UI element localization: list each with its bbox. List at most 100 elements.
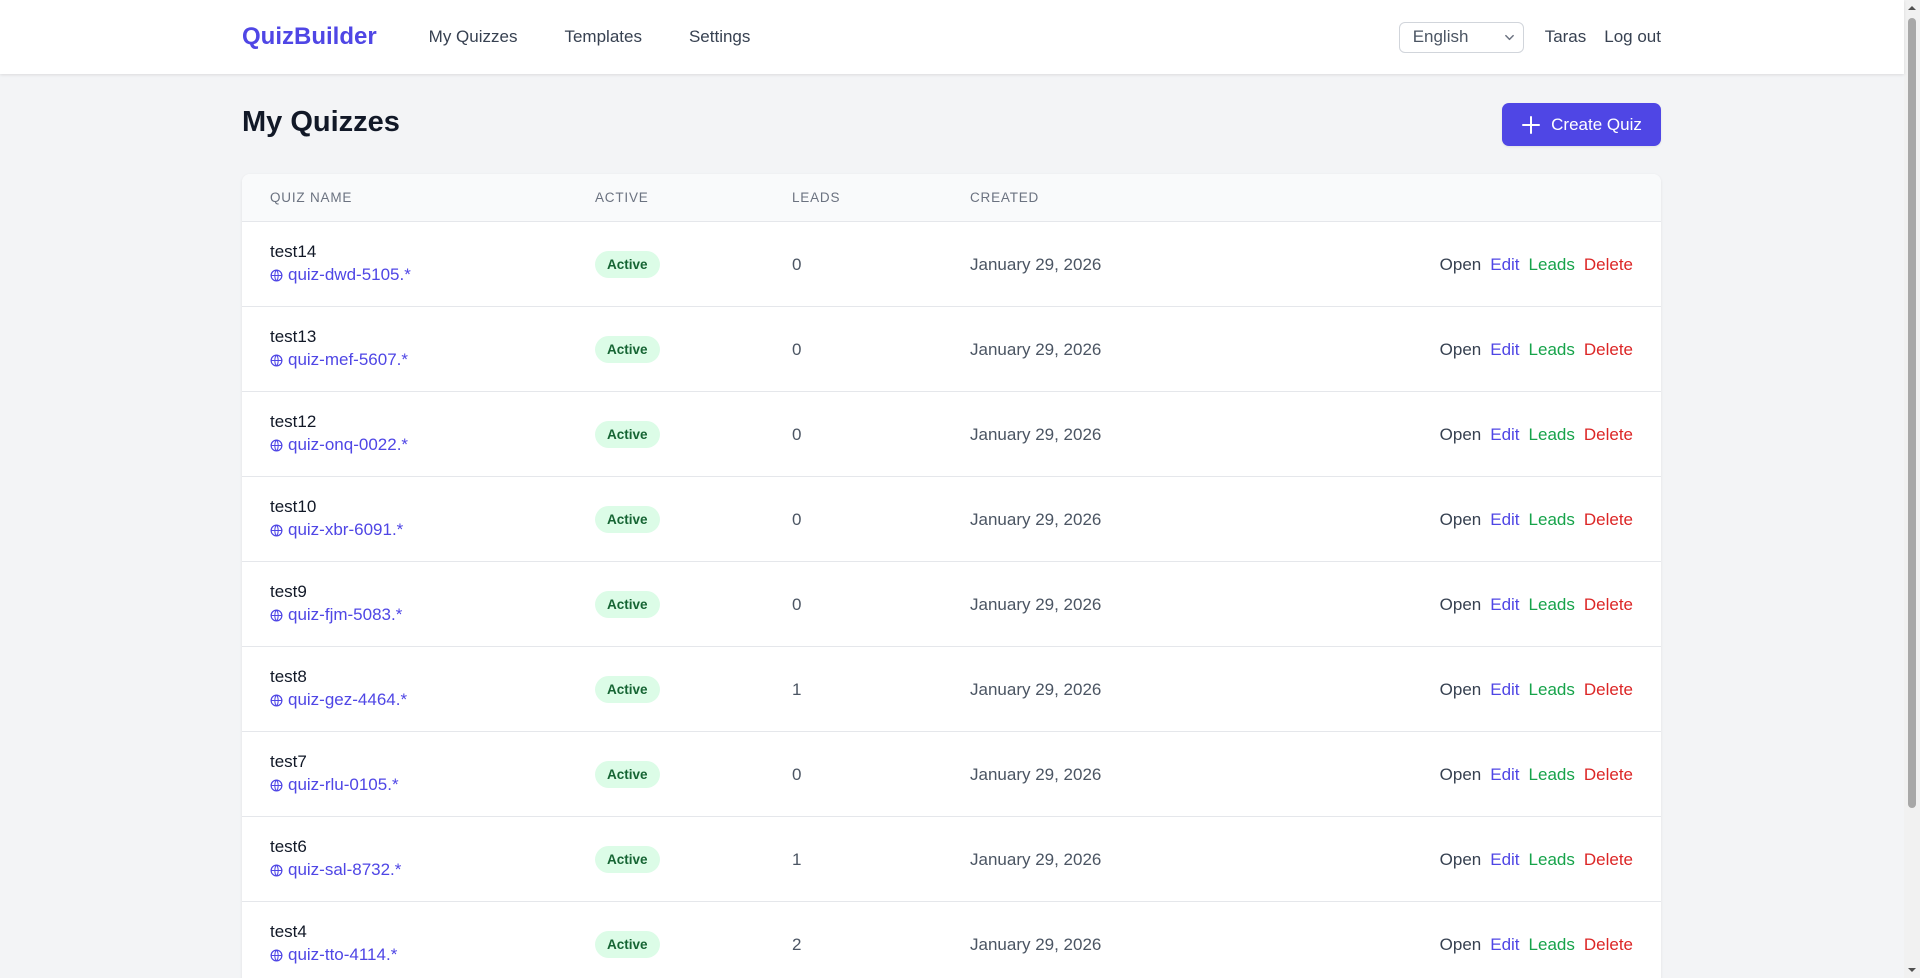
- open-action[interactable]: Open: [1439, 425, 1482, 444]
- quiz-name: test10: [270, 497, 317, 516]
- top-navbar: QuizBuilder My Quizzes Templates Setting…: [0, 0, 1904, 74]
- leads-action[interactable]: Leads: [1528, 255, 1575, 274]
- open-action[interactable]: Open: [1439, 340, 1482, 359]
- quiz-slug-text: quiz-fjm-5083.*: [288, 605, 403, 624]
- open-action[interactable]: Open: [1439, 680, 1482, 699]
- quiz-slug-text: quiz-gez-4464.*: [288, 690, 408, 709]
- column-header-leads: LEADS: [792, 190, 841, 205]
- row-actions: Open Edit Leads Delete: [1431, 850, 1633, 870]
- quiz-slug-link[interactable]: quiz-tto-4114.*: [270, 945, 397, 965]
- table-row: test10 quiz-xbr-6091.* Active 0 January 29, …: [242, 477, 1661, 562]
- leads-action[interactable]: Leads: [1528, 425, 1575, 444]
- leads-count: 0: [792, 595, 802, 614]
- leads-action[interactable]: Leads: [1528, 595, 1575, 614]
- quiz-name: test6: [270, 837, 307, 856]
- edit-action[interactable]: Edit: [1490, 765, 1520, 784]
- row-actions: Open Edit Leads Delete: [1431, 255, 1633, 275]
- created-date: January 29, 2026: [970, 680, 1102, 699]
- leads-count: 0: [792, 425, 802, 444]
- quiz-slug-link[interactable]: quiz-fjm-5083.*: [270, 605, 402, 625]
- globe-icon: [270, 864, 283, 876]
- quiz-slug-link[interactable]: quiz-sal-8732.*: [270, 860, 401, 880]
- scrollbar-thumb[interactable]: [1908, 18, 1916, 808]
- brand-logo[interactable]: QuizBuilder: [242, 23, 377, 50]
- table-row: test7 quiz-rlu-0105.* Active 0 January 29, 2…: [242, 732, 1661, 817]
- edit-action[interactable]: Edit: [1490, 850, 1520, 869]
- delete-action[interactable]: Delete: [1583, 425, 1633, 444]
- open-action[interactable]: Open: [1439, 510, 1482, 529]
- table-row: test14 quiz-dwd-5105.* Active 0 January 29, …: [242, 222, 1661, 307]
- edit-action[interactable]: Edit: [1490, 255, 1520, 274]
- delete-action[interactable]: Delete: [1583, 850, 1633, 869]
- table-row: test4 quiz-tto-4114.* Active 2 January 29, 2…: [242, 902, 1661, 978]
- quiz-table: QUIZ NAME ACTIVE LEADS CREATED test14 qui…: [242, 174, 1661, 978]
- row-actions: Open Edit Leads Delete: [1431, 680, 1633, 700]
- leads-action[interactable]: Leads: [1528, 680, 1575, 699]
- globe-icon: [270, 439, 283, 451]
- created-date: January 29, 2026: [970, 510, 1102, 529]
- quiz-slug-link[interactable]: quiz-rlu-0105.*: [270, 775, 399, 795]
- user-name[interactable]: Taras: [1544, 27, 1587, 46]
- nav-link-templates[interactable]: Templates: [564, 27, 642, 46]
- quiz-slug-link[interactable]: quiz-xbr-6091.*: [270, 520, 403, 540]
- created-date: January 29, 2026: [970, 340, 1102, 359]
- nav-link-settings[interactable]: Settings: [688, 27, 751, 46]
- leads-action[interactable]: Leads: [1528, 510, 1575, 529]
- quiz-slug-link[interactable]: quiz-mef-5607.*: [270, 350, 408, 370]
- quiz-name: test7: [270, 752, 307, 771]
- status-badge: Active: [595, 676, 660, 703]
- delete-action[interactable]: Delete: [1583, 255, 1633, 274]
- edit-action[interactable]: Edit: [1490, 340, 1520, 359]
- table-row: test12 quiz-onq-0022.* Active 0 January 29, …: [242, 392, 1661, 477]
- quiz-name: test4: [270, 922, 307, 941]
- leads-count: 0: [792, 510, 802, 529]
- delete-action[interactable]: Delete: [1583, 340, 1633, 359]
- quiz-slug-link[interactable]: quiz-dwd-5105.*: [270, 265, 411, 285]
- language-select[interactable]: English: [1398, 21, 1524, 53]
- table-body: test14 quiz-dwd-5105.* Active 0 January 29, …: [242, 222, 1661, 978]
- edit-action[interactable]: Edit: [1490, 510, 1520, 529]
- edit-action[interactable]: Edit: [1490, 425, 1520, 444]
- quiz-name: test9: [270, 582, 307, 601]
- delete-action[interactable]: Delete: [1583, 510, 1633, 529]
- table-header: QUIZ NAME ACTIVE LEADS CREATED: [242, 174, 1661, 222]
- quiz-slug-text: quiz-onq-0022.*: [288, 435, 409, 454]
- open-action[interactable]: Open: [1439, 595, 1482, 614]
- leads-action[interactable]: Leads: [1528, 340, 1575, 359]
- quiz-name: test13: [270, 327, 317, 346]
- scroll-down-arrow-icon[interactable]: [1908, 966, 1916, 974]
- delete-action[interactable]: Delete: [1583, 935, 1633, 954]
- nav-link-my-quizzes[interactable]: My Quizzes: [428, 27, 518, 46]
- quiz-name: test14: [270, 242, 317, 261]
- table-row: test6 quiz-sal-8732.* Active 1 January 29, 2…: [242, 817, 1661, 902]
- leads-action[interactable]: Leads: [1528, 850, 1575, 869]
- edit-action[interactable]: Edit: [1490, 935, 1520, 954]
- logout-link[interactable]: Log out: [1604, 27, 1661, 46]
- row-actions: Open Edit Leads Delete: [1431, 595, 1633, 615]
- open-action[interactable]: Open: [1439, 765, 1482, 784]
- row-actions: Open Edit Leads Delete: [1431, 510, 1633, 530]
- scroll-up-arrow-icon[interactable]: [1908, 4, 1916, 12]
- open-action[interactable]: Open: [1439, 255, 1482, 274]
- chevron-down-icon: [1504, 34, 1514, 40]
- row-actions: Open Edit Leads Delete: [1431, 935, 1633, 955]
- page-scrollbar[interactable]: [1904, 0, 1920, 978]
- open-action[interactable]: Open: [1439, 935, 1482, 954]
- quiz-slug-link[interactable]: quiz-gez-4464.*: [270, 690, 407, 710]
- leads-action[interactable]: Leads: [1528, 935, 1575, 954]
- delete-action[interactable]: Delete: [1583, 765, 1633, 784]
- leads-count: 1: [792, 850, 802, 869]
- leads-action[interactable]: Leads: [1528, 765, 1575, 784]
- open-action[interactable]: Open: [1439, 850, 1482, 869]
- edit-action[interactable]: Edit: [1490, 595, 1520, 614]
- column-header-quiz-name: QUIZ NAME: [270, 190, 353, 205]
- delete-action[interactable]: Delete: [1583, 595, 1633, 614]
- status-badge: Active: [595, 846, 660, 873]
- edit-action[interactable]: Edit: [1490, 680, 1520, 699]
- create-quiz-button[interactable]: Create Quiz: [1502, 103, 1661, 146]
- created-date: January 29, 2026: [970, 425, 1102, 444]
- leads-count: 0: [792, 255, 802, 274]
- delete-action[interactable]: Delete: [1583, 680, 1633, 699]
- status-badge: Active: [595, 761, 660, 788]
- quiz-slug-link[interactable]: quiz-onq-0022.*: [270, 435, 408, 455]
